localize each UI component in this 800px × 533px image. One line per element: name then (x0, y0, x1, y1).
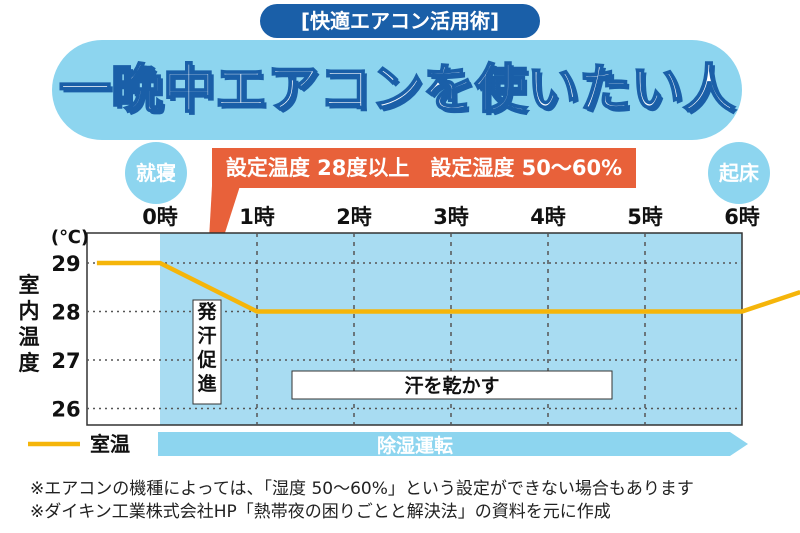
sweat-promotion-label: 発汗促進 (196, 300, 217, 395)
section-badge: [快適エアコン活用術] (260, 4, 540, 38)
dry-sweat-box (291, 370, 613, 400)
sweat-promotion-box (192, 299, 222, 405)
y-tick-label: 26 (51, 398, 80, 422)
x-tick-label: 6時 (724, 205, 760, 229)
x-tick-label: 5時 (627, 205, 663, 229)
bedtime-marker: 就寝 (125, 142, 187, 204)
page-title: 一晩中エアコンを使いたい人 (52, 40, 742, 140)
x-tick-label: 3時 (433, 205, 469, 229)
x-tick-label: 2時 (336, 205, 372, 229)
y-unit-label: (℃) (51, 227, 89, 248)
dehumidify-arrow (158, 432, 748, 456)
wakeup-marker: 起床 (708, 142, 770, 204)
footnote-1: ※エアコンの機種によっては、「湿度 50～60%」という設定ができない場合もあり… (30, 479, 694, 499)
room-temp-series-line (96, 260, 800, 314)
plot-frame (86, 232, 743, 426)
x-tick-label: 0時 (142, 205, 178, 229)
x-tick-label: 4時 (530, 205, 566, 229)
footnote-2: ※ダイキン工業株式会社HP「熱帯夜の困りごとと解決法」の資料を元に作成 (30, 502, 611, 522)
dry-sweat-label: 汗を乾かす (404, 374, 499, 397)
y-tick-label: 28 (51, 301, 80, 325)
y-tick-label: 27 (51, 349, 80, 373)
settings-banner: 設定温度 28度以上 設定湿度 50～60% (212, 148, 636, 188)
legend-room-temp: 室温 (90, 432, 130, 456)
dehumidify-label: 除湿運転 (377, 434, 453, 457)
x-tick-label: 1時 (239, 205, 275, 229)
y-axis-title: 室内温度 (19, 273, 40, 375)
y-tick-label: 29 (51, 252, 80, 276)
